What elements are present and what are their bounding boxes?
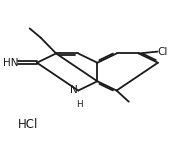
Text: HCl: HCl (18, 118, 38, 131)
Text: HN: HN (3, 58, 18, 68)
Text: H: H (76, 100, 82, 109)
Text: N: N (70, 85, 77, 95)
Text: Cl: Cl (158, 47, 168, 57)
